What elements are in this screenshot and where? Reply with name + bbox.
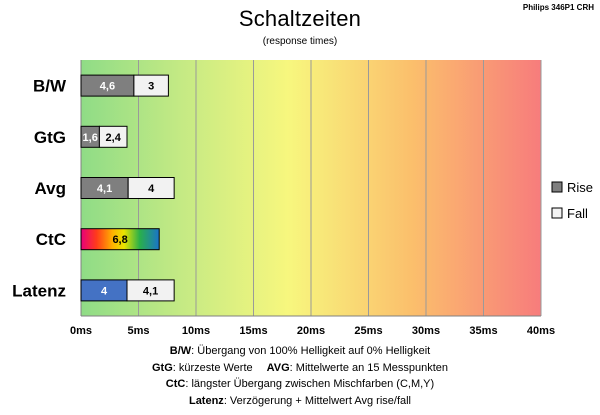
data-label-fall: 4: [148, 183, 155, 195]
x-tick-label: 40ms: [527, 325, 555, 337]
legend-swatch-fall: [551, 207, 563, 219]
data-label-rise: 4,6: [100, 81, 115, 93]
note-term: GtG: [151, 361, 173, 374]
bar-fall: [98, 125, 128, 148]
data-label-fall: 4,1: [143, 285, 158, 297]
note-line: Latenz: Verzögerung + Mittelwert Avg ris…: [0, 393, 600, 410]
category-label: GtG: [34, 128, 66, 147]
x-tick-label: 10ms: [182, 325, 210, 337]
note-line: B/W: Übergang von 100% Helligkeit auf 0%…: [0, 343, 600, 360]
note-text: : Verzögerung + Mittelwert Avg rise/fall: [223, 394, 412, 407]
chart-subtitle: (response times): [262, 36, 338, 47]
bar-fall: [127, 177, 175, 199]
note-term: B/W: [169, 345, 192, 357]
data-label-rise: 1,6: [83, 132, 98, 144]
category-label: CtC: [36, 230, 66, 249]
note-text: : kürzeste Werte: [172, 361, 253, 374]
x-tick-label: 0ms: [70, 325, 92, 337]
note-line: CtC: längster Übergang zwischen Mischfar…: [0, 376, 600, 393]
bar-rise: [80, 228, 160, 251]
x-tick-label: 25ms: [354, 325, 382, 337]
note-term: Latenz: [188, 394, 224, 407]
bar-fall: [126, 279, 175, 302]
chart-title: Schaltzeiten: [238, 6, 362, 31]
note-text: : Übergang von 100% Helligkeit auf 0% He…: [191, 345, 431, 357]
note-line: GtG: kürzeste Werte AVG: Mittelwerte an 1…: [0, 360, 600, 377]
monitor-model-label: Philips 346P1 CRH: [522, 3, 594, 12]
chart-notes: B/W: Übergang von 100% Helligkeit auf 0%…: [0, 343, 600, 409]
response-time-chart: 0ms 5ms 10ms 15ms 20ms 25ms 30ms 35ms 40ms B/W 4,6…: [12, 60, 593, 337]
bar-fall: [133, 74, 169, 97]
note-term: CtC: [165, 378, 186, 390]
note-text: : Mittelwerte an 15 Messpunkten: [289, 361, 449, 374]
legend-label-rise: Rise: [567, 180, 593, 195]
legend-label-fall: Fall: [567, 206, 588, 221]
x-tick-label: 5ms: [127, 325, 149, 337]
data-label-rise: 4,1: [97, 183, 112, 195]
legend-swatch-rise: [551, 181, 563, 193]
category-label: Latenz: [12, 281, 66, 300]
data-label-fall: 3: [148, 81, 154, 93]
note-text: : längster Übergang zwischen Mischfarben…: [185, 378, 435, 390]
x-tick-label: 35ms: [469, 325, 497, 337]
data-label-rise: 4: [101, 285, 108, 297]
data-label-rise: 6,8: [112, 234, 127, 246]
category-label: Avg: [35, 179, 67, 198]
category-label: B/W: [33, 77, 67, 96]
x-tick-label: 15ms: [239, 325, 267, 337]
x-tick-label: 30ms: [412, 325, 440, 337]
x-tick-label: 20ms: [297, 325, 325, 337]
note-term: AVG: [266, 361, 290, 374]
data-label-fall: 2,4: [106, 132, 122, 144]
